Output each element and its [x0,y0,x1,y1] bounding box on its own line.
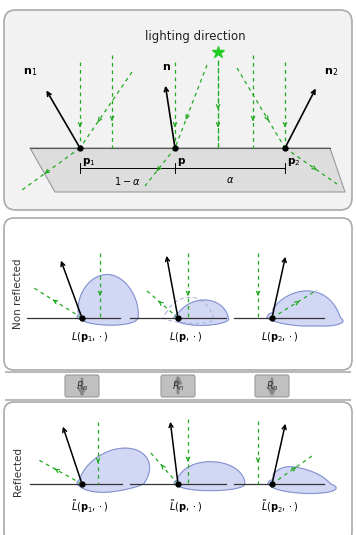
Text: $\tilde{L}(\mathbf{p},\cdot)$: $\tilde{L}(\mathbf{p},\cdot)$ [169,498,203,515]
Text: lighting direction: lighting direction [145,30,245,43]
FancyBboxPatch shape [255,375,289,397]
Polygon shape [174,300,229,325]
Text: $\mathbf{p}$: $\mathbf{p}$ [177,156,186,168]
Text: $R_n$: $R_n$ [266,379,278,393]
Text: Reflected: Reflected [13,447,23,496]
Polygon shape [268,467,336,493]
Polygon shape [30,148,345,192]
Text: $\mathbf{p}_1$: $\mathbf{p}_1$ [82,156,95,168]
Text: $\mathbf{n}_1$: $\mathbf{n}_1$ [23,66,37,78]
FancyBboxPatch shape [4,218,352,370]
Text: Non reflected: Non reflected [13,259,23,329]
Text: $R_n$: $R_n$ [76,379,88,393]
Text: $\mathbf{n}$: $\mathbf{n}$ [162,62,172,72]
Polygon shape [267,291,343,326]
Text: $\alpha$: $\alpha$ [226,175,234,185]
Text: $L(\mathbf{p},\cdot)$: $L(\mathbf{p},\cdot)$ [169,330,203,344]
Polygon shape [77,274,138,325]
Text: $L(\mathbf{p}_2,\cdot)$: $L(\mathbf{p}_2,\cdot)$ [261,330,299,344]
FancyBboxPatch shape [4,10,352,210]
Text: $\mathbf{n}_2$: $\mathbf{n}_2$ [324,66,338,78]
Text: $\tilde{L}(\mathbf{p}_1,\cdot)$: $\tilde{L}(\mathbf{p}_1,\cdot)$ [71,498,109,515]
Text: $\tilde{L}(\mathbf{p}_2,\cdot)$: $\tilde{L}(\mathbf{p}_2,\cdot)$ [261,498,299,515]
Polygon shape [174,462,245,491]
FancyBboxPatch shape [161,375,195,397]
Text: $L(\mathbf{p}_1,\cdot)$: $L(\mathbf{p}_1,\cdot)$ [71,330,109,344]
FancyBboxPatch shape [4,402,352,535]
Text: $1-\alpha$: $1-\alpha$ [114,175,141,187]
FancyBboxPatch shape [65,375,99,397]
Text: $R_n$: $R_n$ [172,379,184,393]
Text: $\mathbf{p}_2$: $\mathbf{p}_2$ [287,156,300,168]
Polygon shape [77,448,150,492]
